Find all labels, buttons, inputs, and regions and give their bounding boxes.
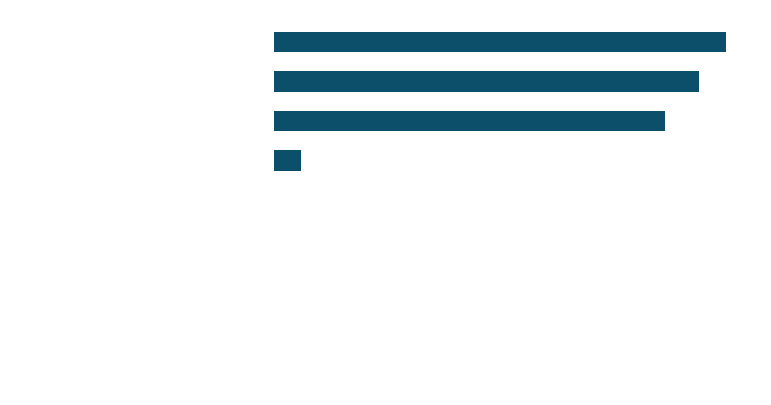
Bar bbox=[274, 32, 726, 52]
Bar bbox=[274, 111, 665, 131]
Bar bbox=[274, 150, 301, 171]
Bar bbox=[274, 71, 699, 92]
